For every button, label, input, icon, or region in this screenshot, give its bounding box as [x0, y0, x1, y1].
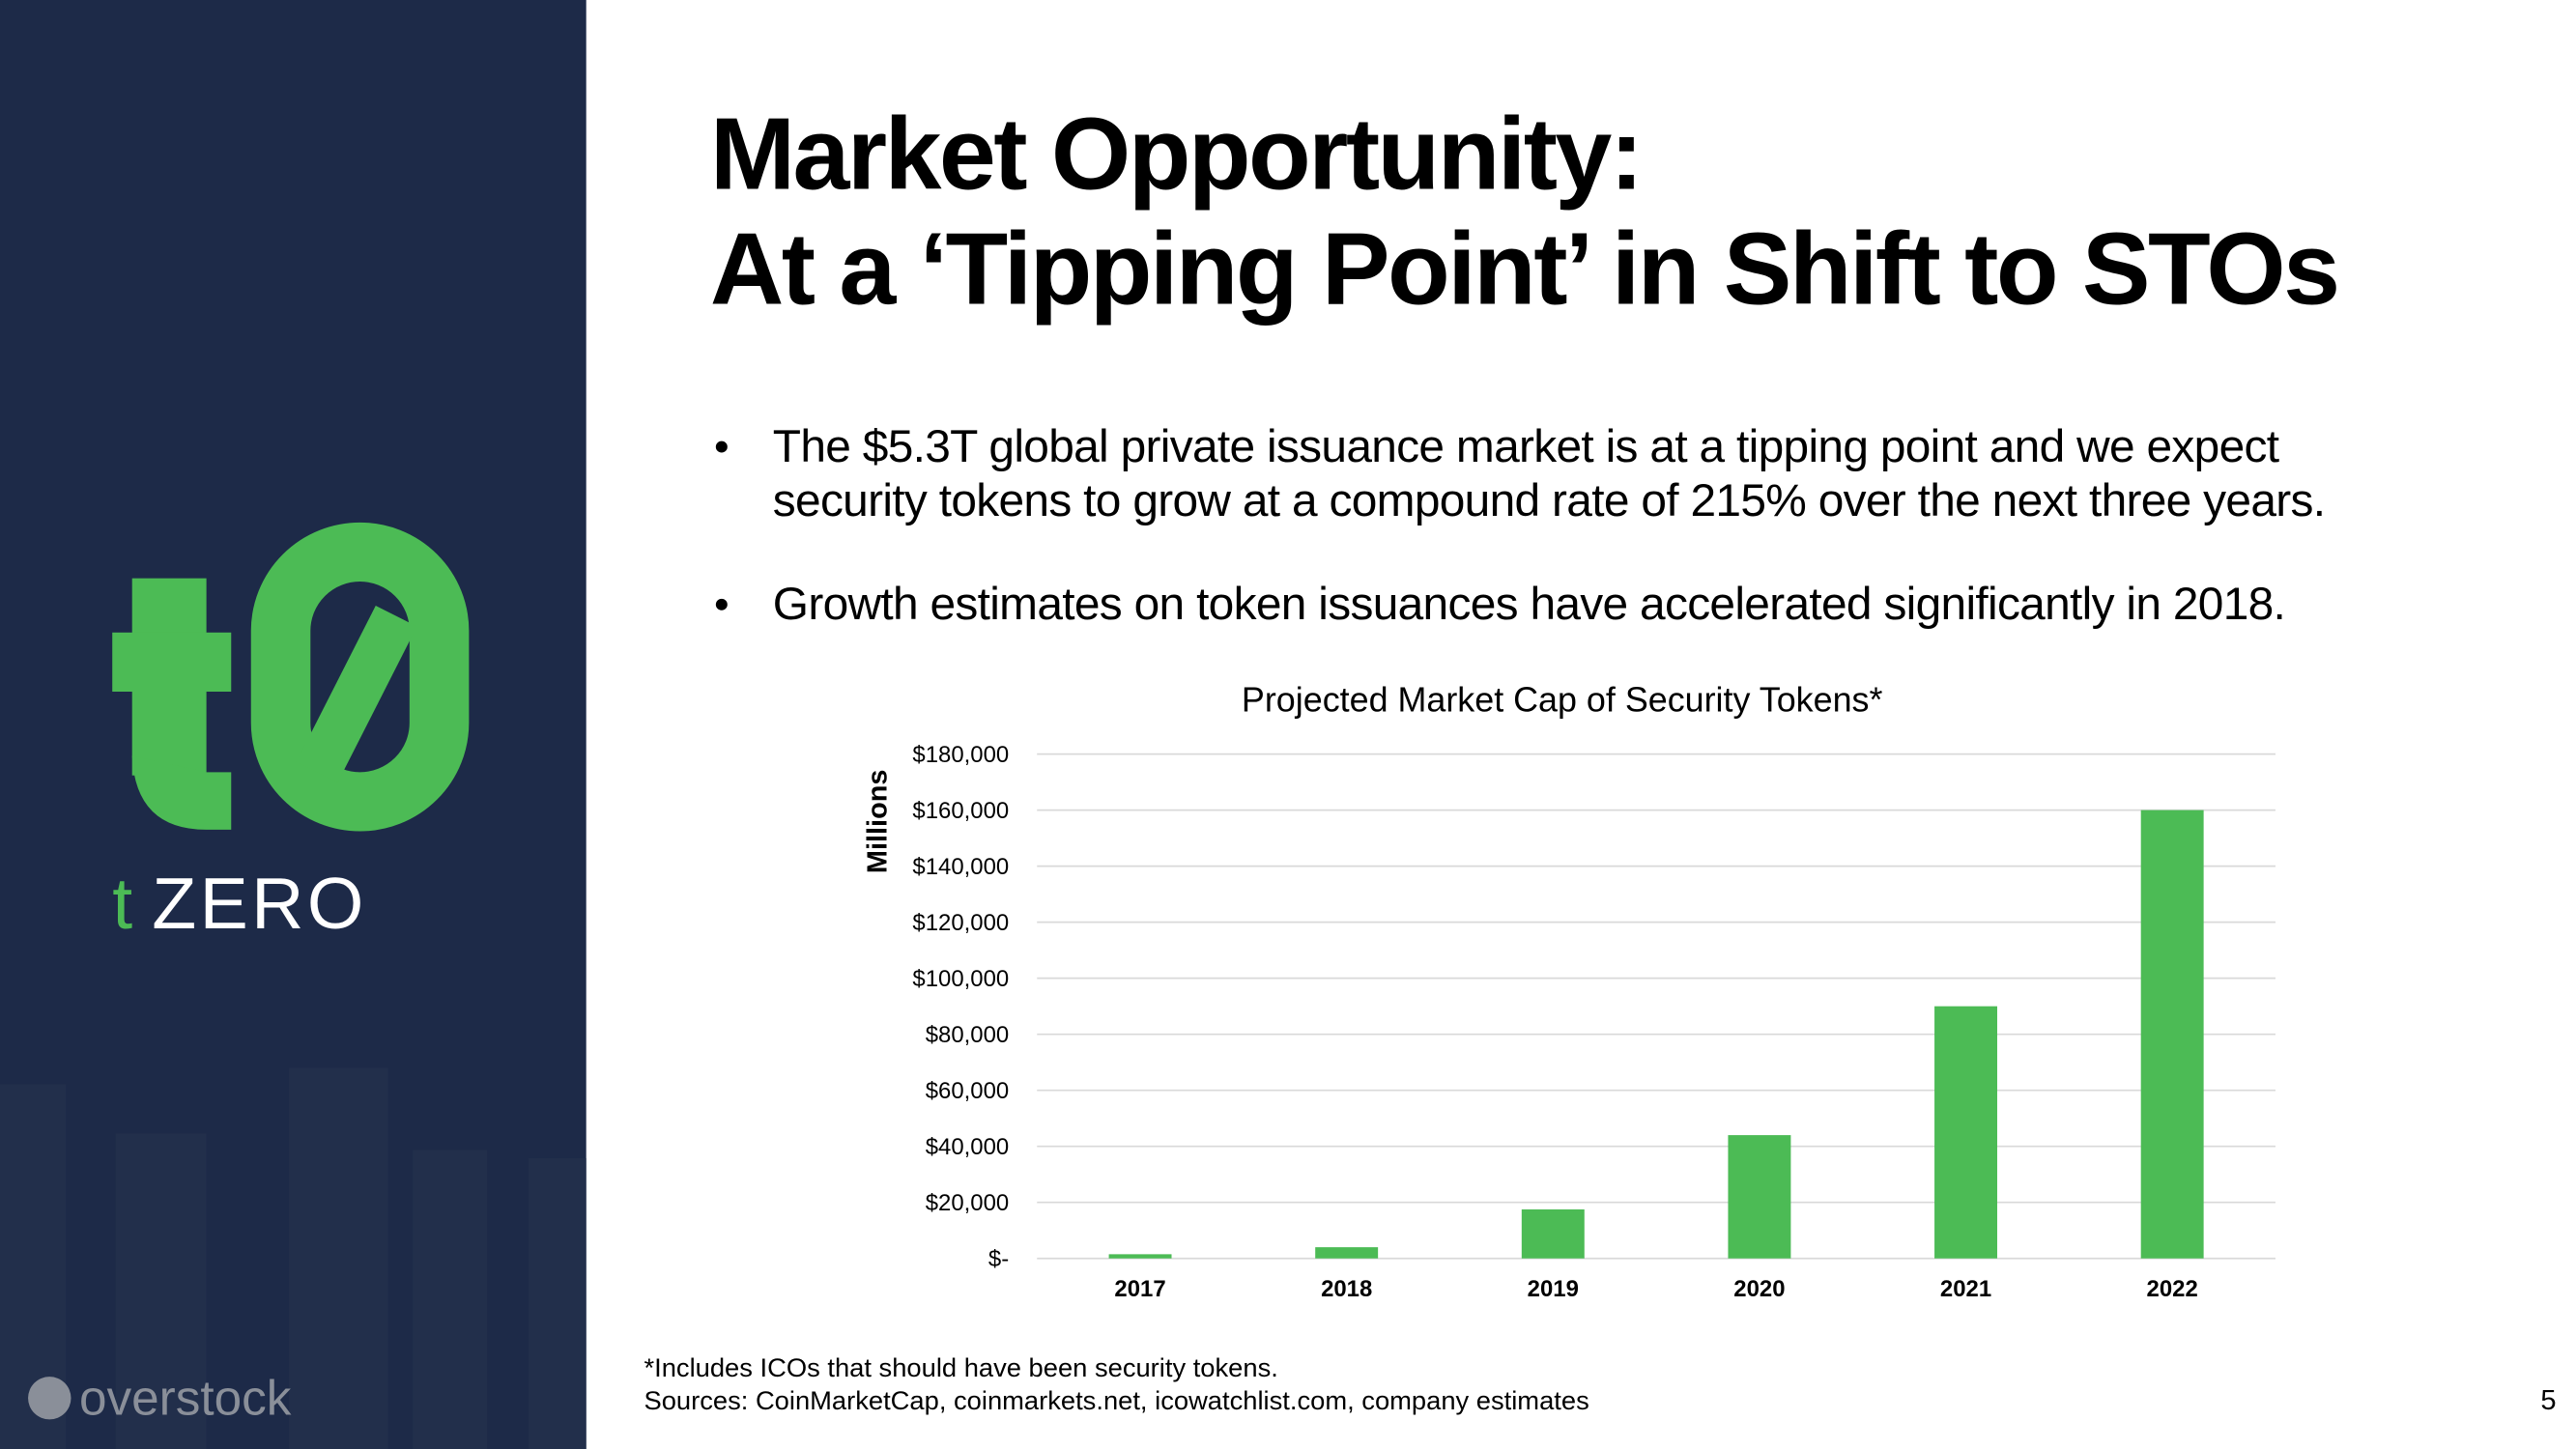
x-tick-label: 2020 — [1733, 1276, 1785, 1302]
x-tick-label: 2017 — [1114, 1276, 1165, 1302]
footnote: *Includes ICOs that should have been sec… — [644, 1352, 1277, 1382]
logo-mark — [112, 522, 470, 832]
bullet-text: The $5.3T global private issuance market… — [773, 421, 2279, 472]
bullet-dot — [715, 440, 728, 453]
x-tick-label: 2022 — [2147, 1276, 2198, 1302]
bar — [1521, 1208, 1585, 1259]
y-tick-label: $- — [988, 1246, 1009, 1272]
brand-name: ZERO — [152, 863, 367, 944]
y-tick-label: $80,000 — [926, 1022, 1009, 1048]
bar — [1315, 1247, 1379, 1259]
bullet-text: security tokens to grow at a compound ra… — [773, 475, 2326, 526]
bar — [2140, 810, 2204, 1259]
bar — [1934, 1006, 1998, 1259]
x-tick-label: 2018 — [1321, 1276, 1372, 1302]
y-axis-label: Millions — [863, 770, 894, 874]
y-tick-label: $120,000 — [912, 910, 1009, 936]
bar — [1728, 1135, 1791, 1259]
chart-title: Projected Market Cap of Security Tokens* — [1242, 680, 1883, 719]
bar — [1108, 1254, 1172, 1259]
x-tick-label: 2021 — [1940, 1276, 1991, 1302]
content: Market Opportunity:At a ‘Tipping Point’ … — [644, 98, 2340, 1415]
y-tick-label: $160,000 — [912, 798, 1009, 824]
slide-title: Market Opportunity: — [710, 98, 1642, 212]
partner-icon — [28, 1377, 72, 1420]
y-tick-label: $100,000 — [912, 966, 1009, 992]
y-tick-label: $40,000 — [926, 1134, 1009, 1160]
skyline — [0, 1067, 587, 1449]
page-number: 5 — [2540, 1385, 2556, 1416]
slide-title: At a ‘Tipping Point’ in Shift to STOs — [710, 213, 2338, 327]
partner-name: overstock — [79, 1370, 292, 1425]
brand-prefix: t — [112, 863, 132, 944]
y-tick-label: $20,000 — [926, 1190, 1009, 1216]
y-tick-label: $180,000 — [912, 742, 1009, 768]
x-tick-label: 2019 — [1528, 1276, 1579, 1302]
y-tick-label: $140,000 — [912, 854, 1009, 880]
bullet-dot — [715, 598, 728, 611]
bullet-text: Growth estimates on token issuances have… — [773, 579, 2285, 630]
footnote: Sources: CoinMarketCap, coinmarkets.net,… — [644, 1385, 1589, 1415]
y-tick-label: $60,000 — [926, 1078, 1009, 1104]
